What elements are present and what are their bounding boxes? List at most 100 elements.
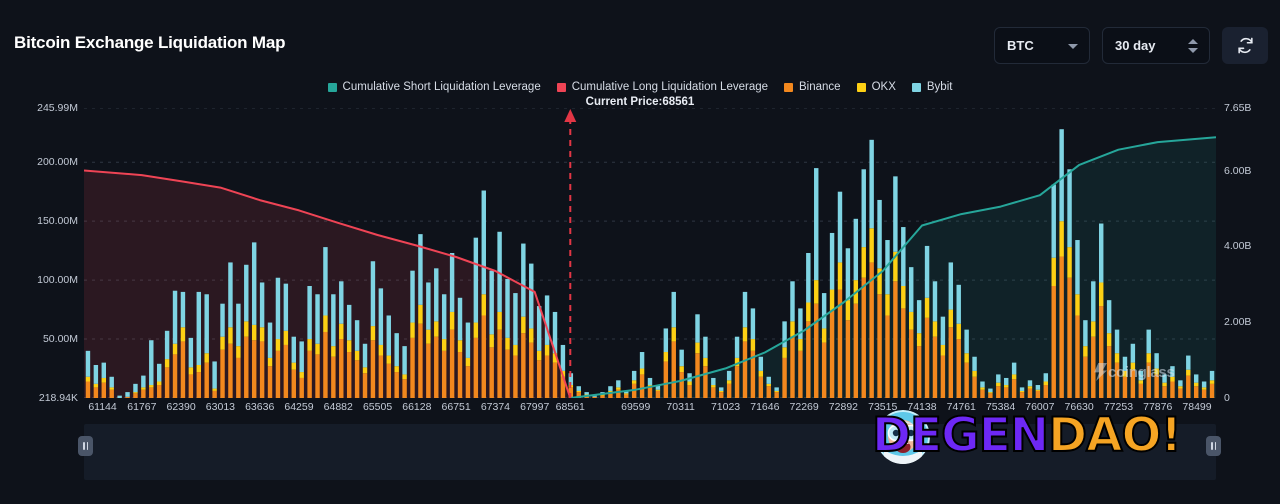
- bar-segment-bybit[interactable]: [1106, 300, 1112, 334]
- bar-segment-okx[interactable]: [821, 328, 827, 343]
- bar-segment-okx[interactable]: [1114, 353, 1120, 363]
- legend-item[interactable]: Binance: [784, 81, 841, 93]
- bar-segment-binance[interactable]: [394, 372, 399, 398]
- bar-segment-okx[interactable]: [236, 346, 241, 358]
- bar-segment-bybit[interactable]: [766, 376, 771, 384]
- bar-segment-okx[interactable]: [441, 339, 447, 351]
- bar-segment-bybit[interactable]: [386, 315, 391, 356]
- bar-segment-bybit[interactable]: [790, 281, 795, 322]
- bar-segment-okx[interactable]: [829, 289, 835, 311]
- bar-segment-bybit[interactable]: [1035, 385, 1041, 390]
- bar-segment-okx[interactable]: [536, 350, 542, 361]
- bar-segment-okx[interactable]: [719, 390, 724, 393]
- bar-segment-okx[interactable]: [893, 251, 898, 282]
- bar-segment-bybit[interactable]: [663, 328, 669, 353]
- bar-segment-okx[interactable]: [149, 385, 154, 388]
- bar-segment-bybit[interactable]: [940, 316, 946, 345]
- bar-segment-bybit[interactable]: [378, 288, 384, 345]
- bar-segment-bybit[interactable]: [156, 363, 162, 382]
- range-handle-left[interactable]: [78, 436, 93, 456]
- bar-segment-bybit[interactable]: [742, 291, 748, 328]
- bar-segment-okx[interactable]: [378, 344, 384, 356]
- bar-segment-binance[interactable]: [434, 336, 439, 398]
- bar-segment-binance[interactable]: [473, 337, 479, 398]
- bar-segment-bybit[interactable]: [837, 191, 843, 263]
- bar-segment-bybit[interactable]: [996, 374, 1001, 383]
- bar-segment-bybit[interactable]: [441, 294, 447, 340]
- bar-segment-binance[interactable]: [1051, 286, 1056, 398]
- bar-segment-okx[interactable]: [600, 394, 605, 396]
- bar-segment-okx[interactable]: [742, 327, 748, 342]
- bar-segment-bybit[interactable]: [726, 370, 732, 381]
- bar-segment-bybit[interactable]: [331, 294, 336, 347]
- bar-segment-bybit[interactable]: [956, 284, 961, 324]
- bar-segment-okx[interactable]: [663, 352, 669, 362]
- bar-segment-bybit[interactable]: [426, 282, 431, 330]
- bar-segment-bybit[interactable]: [1051, 184, 1056, 258]
- bar-segment-okx[interactable]: [1201, 387, 1207, 390]
- bar-segment-bybit[interactable]: [980, 381, 985, 388]
- bar-segment-bybit[interactable]: [275, 277, 281, 340]
- bar-segment-bybit[interactable]: [1138, 370, 1144, 381]
- bar-segment-bybit[interactable]: [798, 308, 803, 340]
- bar-segment-okx[interactable]: [1099, 282, 1104, 307]
- bar-segment-okx[interactable]: [141, 387, 146, 390]
- legend-item[interactable]: Cumulative Long Liquidation Leverage: [556, 81, 768, 93]
- bar-segment-bybit[interactable]: [1146, 329, 1151, 354]
- bar-segment-bybit[interactable]: [695, 314, 700, 343]
- bar-segment-binance[interactable]: [101, 382, 106, 398]
- bar-segment-binance[interactable]: [988, 393, 993, 398]
- bar-segment-okx[interactable]: [1170, 376, 1175, 382]
- bar-segment-bybit[interactable]: [164, 330, 170, 360]
- bar-segment-okx[interactable]: [529, 328, 534, 343]
- bar-segment-binance[interactable]: [964, 362, 969, 398]
- bar-segment-binance[interactable]: [315, 354, 320, 398]
- bar-segment-okx[interactable]: [307, 339, 312, 351]
- bar-segment-okx[interactable]: [101, 377, 106, 383]
- bar-segment-okx[interactable]: [916, 333, 922, 347]
- bar-segment-bybit[interactable]: [1075, 240, 1080, 295]
- bar-segment-okx[interactable]: [267, 357, 273, 367]
- bar-segment-bybit[interactable]: [774, 387, 779, 391]
- bar-segment-binance[interactable]: [1170, 381, 1175, 399]
- bar-segment-binance[interactable]: [109, 389, 114, 398]
- bar-segment-bybit[interactable]: [536, 306, 542, 351]
- bar-segment-binance[interactable]: [465, 366, 471, 398]
- bar-segment-binance[interactable]: [1130, 369, 1136, 398]
- bar-segment-bybit[interactable]: [1209, 370, 1215, 381]
- bar-segment-binance[interactable]: [228, 343, 233, 398]
- bar-segment-binance[interactable]: [814, 303, 819, 398]
- bar-segment-bybit[interactable]: [117, 395, 122, 398]
- bar-segment-binance[interactable]: [323, 331, 328, 398]
- bar-segment-okx[interactable]: [109, 387, 114, 390]
- bar-segment-binance[interactable]: [544, 355, 550, 398]
- bar-segment-binance[interactable]: [1122, 376, 1128, 398]
- bar-segment-okx[interactable]: [734, 357, 740, 367]
- bar-segment-okx[interactable]: [275, 339, 281, 351]
- bar-segment-okx[interactable]: [790, 321, 795, 337]
- bar-segment-binance[interactable]: [568, 387, 574, 398]
- bar-segment-okx[interactable]: [1059, 221, 1064, 257]
- bar-segment-binance[interactable]: [149, 387, 154, 398]
- bar-segment-okx[interactable]: [671, 327, 676, 342]
- bar-segment-okx[interactable]: [244, 321, 249, 337]
- bar-segment-bybit[interactable]: [703, 336, 708, 358]
- bar-segment-okx[interactable]: [204, 353, 209, 363]
- bar-segment-okx[interactable]: [299, 372, 304, 378]
- bar-segment-okx[interactable]: [837, 262, 843, 290]
- range-slider-track[interactable]: [84, 424, 1216, 480]
- bar-segment-bybit[interactable]: [244, 264, 249, 322]
- bar-segment-bybit[interactable]: [315, 294, 320, 344]
- bar-segment-bybit[interactable]: [362, 343, 368, 368]
- bar-segment-okx[interactable]: [552, 353, 558, 363]
- bar-segment-okx[interactable]: [932, 321, 938, 337]
- bar-segment-okx[interactable]: [449, 311, 455, 330]
- bar-segment-binance[interactable]: [426, 343, 431, 398]
- bar-segment-okx[interactable]: [679, 366, 684, 373]
- bar-segment-binance[interactable]: [996, 386, 1001, 398]
- bar-segment-binance[interactable]: [275, 350, 281, 398]
- bar-segment-bybit[interactable]: [885, 240, 890, 295]
- bar-segment-okx[interactable]: [687, 381, 692, 386]
- bar-segment-bybit[interactable]: [924, 245, 930, 298]
- bar-segment-okx[interactable]: [1130, 362, 1136, 370]
